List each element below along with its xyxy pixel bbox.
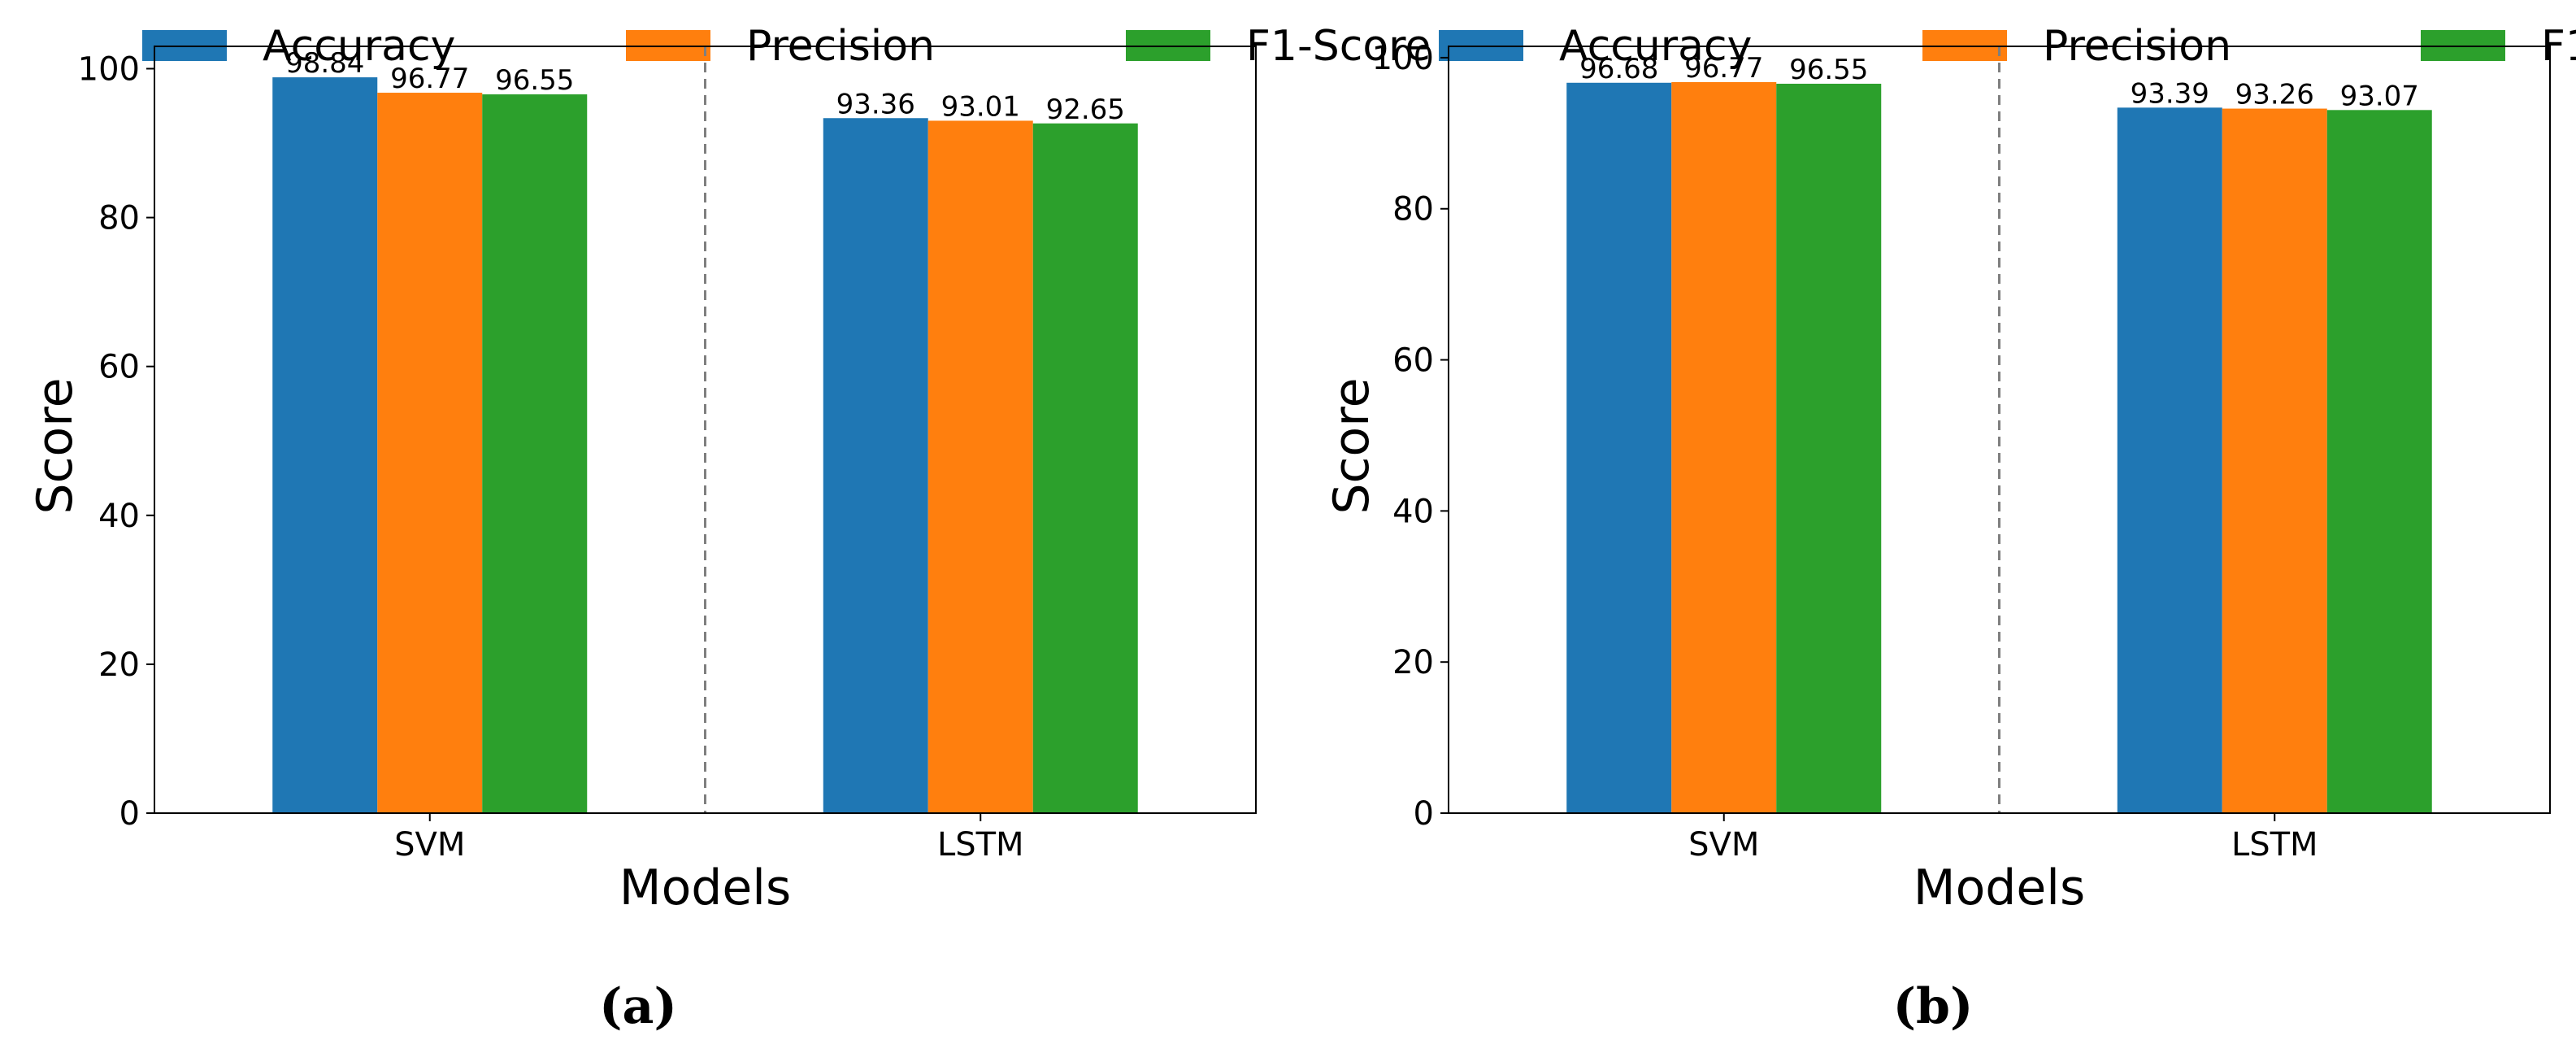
panel-b-bar-lstm-f1-score [2326, 110, 2432, 814]
panel-a-bar-svm-f1-score [482, 94, 588, 813]
panel-b-bar-svm-accuracy [1566, 82, 1672, 813]
panel-b-y-tick-label: 100 [1372, 40, 1434, 77]
panel-a-y-tick-label: 60 [98, 349, 140, 386]
panel-b-value-label: 93.26 [2235, 79, 2314, 111]
panel-a-x-tick-label: LSTM [937, 826, 1024, 864]
panel-b-x-tick-label: SVM [1688, 826, 1759, 864]
panel-a-x-tick-label: SVM [394, 826, 465, 864]
panel-b-y-tick-label: 0 [1414, 795, 1434, 833]
panel-b-y-tick-label: 20 [1392, 644, 1434, 681]
panel-a-y-tick-label: 80 [98, 200, 140, 237]
panel-a-bar-svm-accuracy [272, 77, 378, 814]
panel-a-y-tick-label: 0 [119, 795, 140, 833]
panel-b-y-tick-label: 40 [1392, 493, 1434, 530]
panel-b-x-tick-label: LSTM [2231, 826, 2318, 864]
panel-a-value-label: 96.77 [390, 63, 469, 95]
panel-a-plot-frame [154, 46, 1257, 814]
panel-a-value-label: 98.84 [285, 47, 364, 80]
panel-a-bar-lstm-accuracy [823, 118, 928, 814]
panel-b-x-axis-title: Models [1914, 859, 2085, 916]
panel-b-y-tick-label: 60 [1392, 342, 1434, 380]
panel-a-legend-label-f1-score: F1-Score [1246, 22, 1431, 71]
panel-b-value-label: 93.07 [2340, 80, 2419, 112]
panel-a-value-label: 92.65 [1046, 94, 1125, 126]
panel-b-value-label: 93.39 [2131, 77, 2209, 110]
panel-b-value-label: 96.77 [1684, 52, 1763, 85]
panel-b-y-axis-title: Score [1323, 377, 1380, 514]
panel-a-bar-lstm-f1-score [1032, 123, 1138, 814]
panel-b-value-label: 96.68 [1579, 53, 1658, 85]
panel-b-caption: (b) [1893, 978, 1974, 1035]
panel-a-y-tick-label: 40 [98, 498, 140, 535]
panel-a-value-label: 96.55 [495, 64, 574, 97]
panel-a-caption: (a) [599, 978, 677, 1035]
panel-a-y-axis-title: Score [27, 377, 84, 514]
panel-b-plot-frame [1448, 46, 2551, 814]
panel-b-bar-svm-precision [1671, 81, 1777, 814]
panel-b-y-tick-label: 80 [1392, 191, 1434, 228]
panel-a-x-axis-title: Models [619, 859, 791, 916]
panel-a-value-label: 93.01 [941, 90, 1020, 123]
panel-a-bar-svm-precision [377, 93, 483, 813]
panel-b-value-label: 96.55 [1789, 54, 1868, 86]
panel-b-bar-lstm-precision [2222, 108, 2327, 813]
panel-b-bar-lstm-accuracy [2117, 107, 2222, 813]
panel-a-value-label: 93.36 [836, 88, 915, 120]
panel-b-bar-svm-f1-score [1776, 83, 1882, 814]
panel-a-bar-lstm-precision [927, 120, 1033, 813]
panel-a-y-tick-label: 20 [98, 646, 140, 684]
panel-a-y-tick-label: 100 [78, 50, 140, 88]
